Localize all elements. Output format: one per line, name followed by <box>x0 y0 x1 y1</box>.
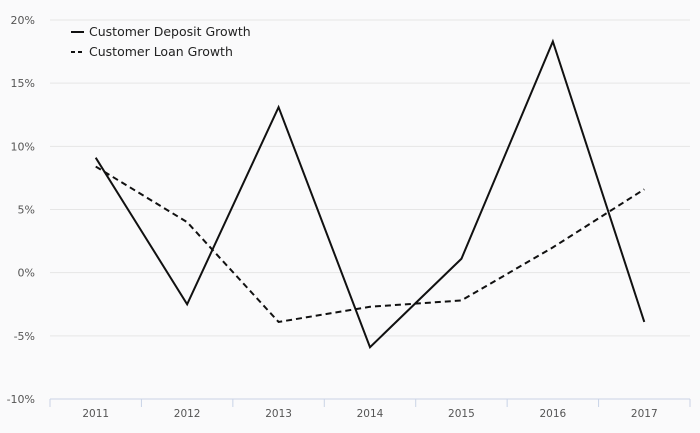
grid-layer <box>50 19 690 337</box>
x-tick-label: 2012 <box>174 408 201 420</box>
series-line-2 <box>95 165 645 324</box>
y-tick-label: 0% <box>18 267 35 280</box>
x-tick-label: 2013 <box>265 408 292 420</box>
axis-layer: 20% 15% 10% 5% 0% -5% -10% 2011 2012 2013 2014 2015… <box>7 14 691 420</box>
legend-label-2: Customer Loan Growth <box>89 44 233 59</box>
series-line-1 <box>94 38 646 349</box>
x-tick-label: 2016 <box>539 408 566 420</box>
y-tick-label: 15% <box>11 77 35 90</box>
series-layer <box>94 38 646 349</box>
x-tick-label: 2015 <box>448 408 475 420</box>
legend-label-1: Customer Deposit Growth <box>89 24 251 39</box>
x-tick-label: 2017 <box>631 408 658 420</box>
x-tick-label: 2011 <box>82 408 109 420</box>
y-tick-label: 5% <box>18 204 35 217</box>
y-tick-label: -5% <box>14 330 35 343</box>
x-tick-label: 2014 <box>357 408 384 420</box>
y-tick-label: 20% <box>11 14 35 27</box>
y-tick-label: 10% <box>11 140 35 153</box>
legend: Customer Deposit Growth Customer Loan Gro… <box>71 24 251 59</box>
y-tick-label: -10% <box>7 393 35 406</box>
